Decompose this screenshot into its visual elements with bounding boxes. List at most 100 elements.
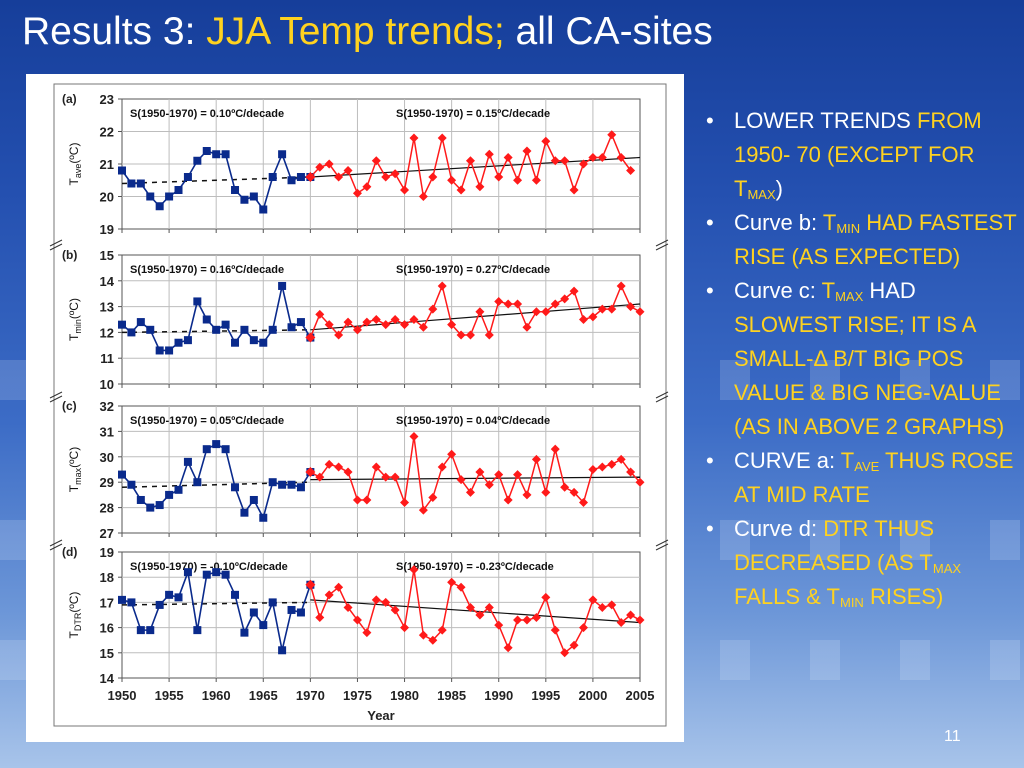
data-point-late xyxy=(465,156,475,166)
data-point-late xyxy=(616,618,626,628)
data-point-late xyxy=(569,185,579,195)
y-tick-label: 15 xyxy=(100,646,114,661)
data-point-late xyxy=(578,498,588,508)
y-axis-label: TDTR(ºC) xyxy=(67,592,83,639)
data-point-late xyxy=(541,592,551,602)
x-tick-label: 2005 xyxy=(626,688,655,703)
data-point-early xyxy=(127,480,136,489)
data-point-late xyxy=(616,281,626,291)
data-point-early xyxy=(296,318,305,327)
data-point-late xyxy=(390,315,400,324)
y-tick-label: 11 xyxy=(100,351,114,366)
data-point-late xyxy=(578,623,588,633)
y-tick-label: 13 xyxy=(100,300,114,315)
data-point-early xyxy=(193,478,202,487)
panel-label: (d) xyxy=(62,545,77,559)
chart-panel: 19 20 21 22 23 (a) Tave(ºC) S(1950-1970) = 0.10… xyxy=(26,74,684,742)
data-point-late xyxy=(475,182,485,192)
bullet-text: T xyxy=(822,210,837,235)
data-point-early xyxy=(268,598,277,607)
data-point-late xyxy=(597,602,607,612)
data-point-early xyxy=(155,346,164,355)
data-point-late xyxy=(352,325,362,335)
data-point-late xyxy=(334,462,344,472)
data-point-late xyxy=(381,597,391,607)
data-point-late xyxy=(560,648,570,658)
data-point-late xyxy=(541,487,551,497)
data-point-late xyxy=(418,505,428,515)
data-point-early xyxy=(259,338,268,347)
data-point-early xyxy=(165,590,174,599)
data-point-late xyxy=(381,320,391,330)
data-point-late xyxy=(437,625,447,635)
data-point-late xyxy=(447,449,457,459)
bullet-text: FALLS & T xyxy=(734,584,840,609)
data-point-early xyxy=(183,568,192,577)
data-point-late xyxy=(362,628,372,638)
bullet-list: • LOWER TRENDS FROM 1950- 70 (EXCEPT FOR … xyxy=(704,104,1020,614)
bullet-text: MAX xyxy=(747,187,776,202)
data-point-late xyxy=(428,492,438,502)
data-point-late xyxy=(607,304,617,314)
bullet-text: HAD xyxy=(863,278,916,303)
data-point-late xyxy=(456,185,466,195)
data-point-late xyxy=(494,470,504,480)
data-point-late xyxy=(569,640,579,650)
data-point-early xyxy=(240,195,249,204)
data-point-late xyxy=(305,172,316,182)
x-tick-label: 1995 xyxy=(531,688,560,703)
bullet-text: AVE xyxy=(854,459,880,474)
data-point-early xyxy=(136,179,145,188)
y-tick-label: 32 xyxy=(100,399,114,414)
data-point-early xyxy=(259,513,268,522)
y-tick-label: 20 xyxy=(100,190,114,205)
annotation-early: S(1950-1970) = -0.10ºC/decade xyxy=(130,561,288,573)
data-point-early xyxy=(231,186,240,194)
data-point-late xyxy=(390,472,400,482)
bullet-dot: • xyxy=(706,516,714,541)
annotation-late: S(1950-1970) = 0.15ºC/decade xyxy=(396,108,550,120)
data-point-late xyxy=(409,431,419,441)
data-point-late xyxy=(494,172,504,182)
data-point-late xyxy=(513,470,523,480)
data-point-late xyxy=(305,467,316,478)
data-point-late xyxy=(447,320,457,330)
y-tick-label: 27 xyxy=(100,526,114,541)
data-point-late xyxy=(626,610,636,620)
data-point-late xyxy=(484,149,494,159)
data-point-early xyxy=(136,626,145,635)
x-tick-label: 1990 xyxy=(484,688,513,703)
data-point-late xyxy=(437,281,447,291)
data-point-early xyxy=(202,445,211,454)
data-point-early xyxy=(136,495,145,504)
data-point-late xyxy=(607,130,617,140)
data-point-early xyxy=(249,608,258,617)
data-point-late xyxy=(494,620,504,630)
data-point-late xyxy=(588,153,598,162)
data-point-early xyxy=(183,173,192,181)
data-point-early xyxy=(212,440,221,449)
annotation-late: S(1950-1970) = 0.04ºC/decade xyxy=(396,415,550,427)
axis-break-mark xyxy=(655,543,669,551)
x-tick-label: 1975 xyxy=(343,688,372,703)
data-point-late xyxy=(343,467,353,477)
x-tick-label: 1955 xyxy=(155,688,184,703)
axis-break-mark xyxy=(655,539,669,547)
data-point-late xyxy=(588,312,598,322)
data-point-late xyxy=(626,302,636,312)
data-point-late xyxy=(616,153,626,162)
chart-frame xyxy=(53,83,667,727)
x-tick-label: 1965 xyxy=(249,688,278,703)
data-point-late xyxy=(315,162,325,172)
data-point-early xyxy=(296,608,305,617)
data-point-early xyxy=(146,325,155,334)
x-tick-label: 1950 xyxy=(108,688,137,703)
data-point-late xyxy=(305,579,316,590)
data-point-late xyxy=(334,172,344,182)
data-point-late xyxy=(343,602,353,612)
data-point-late xyxy=(503,299,513,309)
plot-area xyxy=(121,405,641,534)
annotation-early: S(1950-1970) = 0.10ºC/decade xyxy=(130,108,284,120)
data-point-early xyxy=(240,325,249,334)
data-point-early xyxy=(174,186,183,194)
